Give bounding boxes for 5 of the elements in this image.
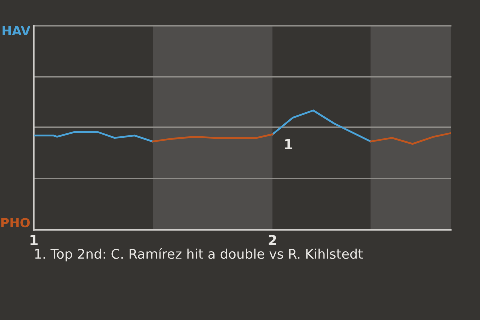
annotation: 1 — [285, 139, 293, 150]
x-tick-label: 2 — [268, 235, 276, 246]
text: HAV — [2, 26, 31, 36]
text: 1. Top 2nd: C. Ramírez hit a double vs R. Kihlstedt — [35, 248, 363, 262]
text: PHO — [2, 218, 30, 228]
